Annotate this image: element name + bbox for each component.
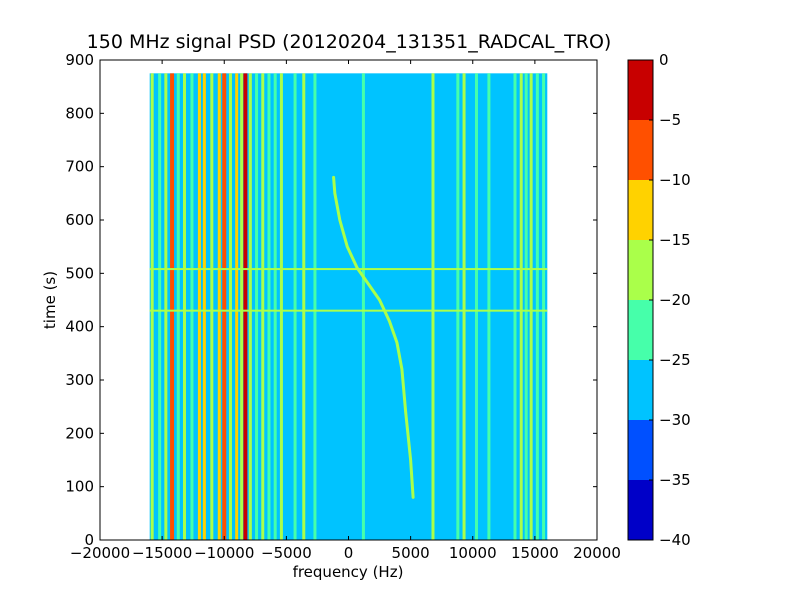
signal-line-vertical-31 [513,73,517,540]
colorbar-tick-label: −10 [659,171,691,189]
colorbar-tick-label: −35 [659,471,691,489]
signal-line-vertical-9 [210,73,214,540]
x-tick-label: −20000 [70,544,130,562]
y-tick-label: 600 [65,211,94,229]
heatmap [149,73,548,540]
signal-line-vertical-17 [255,73,259,540]
signal-line-vertical-12 [228,73,232,540]
colorbar-tick-label: −20 [659,291,691,309]
signal-line-vertical-20 [273,73,277,540]
colorbar-tick-label: 0 [659,51,669,69]
chart-title: 150 MHz signal PSD (20120204_131351_RADC… [87,31,612,53]
colorbar-segment [628,60,653,121]
colorbar-segment [628,420,653,481]
signal-line-horizontal-1 [149,309,548,312]
y-axis: 0 100 200 300 400 500 600 700 800 900 [65,51,597,549]
signal-line-vertical-32 [519,73,523,540]
colorbar-segment [628,120,653,181]
signal-line-vertical-11 [222,73,227,540]
signal-line-vertical-2 [164,73,168,540]
signal-line-vertical-36 [542,73,546,540]
signal-line-vertical-28 [462,73,466,540]
y-tick-label: 400 [65,318,94,336]
x-tick-label: 0 [344,544,354,562]
signal-line-vertical-33 [524,73,528,540]
colorbar-tick-label: −25 [659,351,691,369]
y-tick-label: 900 [65,51,94,69]
signal-line-vertical-21 [279,73,283,540]
signal-line-vertical-7 [197,73,201,540]
y-tick-label: 200 [65,424,94,442]
heatmap-background [149,73,548,540]
signal-line-vertical-1 [158,73,162,540]
signal-line-vertical-34 [529,73,533,540]
signal-line-vertical-4 [176,73,180,540]
signal-line-vertical-3 [170,73,175,540]
x-tick-label: 20000 [573,544,621,562]
colorbar-segment [628,300,653,361]
signal-line-vertical-0 [150,73,154,540]
colorbar-segment [628,480,653,541]
signal-line-vertical-23 [302,73,306,540]
y-tick-label: 800 [65,104,94,122]
signal-line-vertical-27 [456,73,460,540]
x-tick-label: −5000 [261,544,312,562]
y-axis-label: time (s) [41,271,59,329]
signal-line-vertical-8 [202,73,206,540]
y-tick-label: 500 [65,264,94,282]
y-tick-label: 700 [65,158,94,176]
colorbar-tick-label: −30 [659,411,691,429]
signal-line-vertical-14 [240,73,244,540]
colorbar-segment [628,360,653,421]
signal-line-vertical-30 [487,73,491,540]
colorbar-tick-label: −40 [659,531,691,549]
x-axis: −20000 −15000 −10000 −5000 0 5000 10000 15000 20… [70,60,621,562]
x-tick-label: −10000 [194,544,254,562]
signal-line-vertical-6 [190,73,194,540]
signal-line-vertical-35 [535,73,539,540]
signal-line-vertical-18 [261,73,265,540]
colorbar: 0 −5 −10 −15 −20 −25 −30 −35 −40 [627,51,691,549]
signal-line-vertical-29 [474,73,478,540]
y-tick-label: 300 [65,371,94,389]
signal-line-vertical-15 [243,73,248,540]
signal-line-vertical-22 [293,73,297,540]
signal-line-vertical-16 [248,73,252,540]
y-tick-label: 0 [84,531,94,549]
signal-line-horizontal-0 [149,268,548,271]
signal-line-vertical-19 [267,73,271,540]
colorbar-segment [628,180,653,241]
x-tick-label: 5000 [392,544,430,562]
signal-line-vertical-24 [313,73,317,540]
x-tick-label: 10000 [449,544,497,562]
signal-line-vertical-25 [361,73,365,540]
plot-area: −20000 −15000 −10000 −5000 0 5000 10000 15000 20… [65,51,621,562]
x-tick-label: −15000 [132,544,192,562]
signal-line-vertical-13 [235,73,239,540]
colorbar-tick-label: −15 [659,231,691,249]
signal-line-vertical-5 [182,73,186,540]
signal-line-vertical-26 [431,73,435,540]
x-tick-label: 15000 [511,544,559,562]
x-axis-label: frequency (Hz) [293,563,404,581]
signal-line-vertical-10 [217,73,221,540]
colorbar-segment [628,240,653,301]
colorbar-tick-label: −5 [659,111,681,129]
doppler-track [332,175,415,499]
y-tick-label: 100 [65,478,94,496]
